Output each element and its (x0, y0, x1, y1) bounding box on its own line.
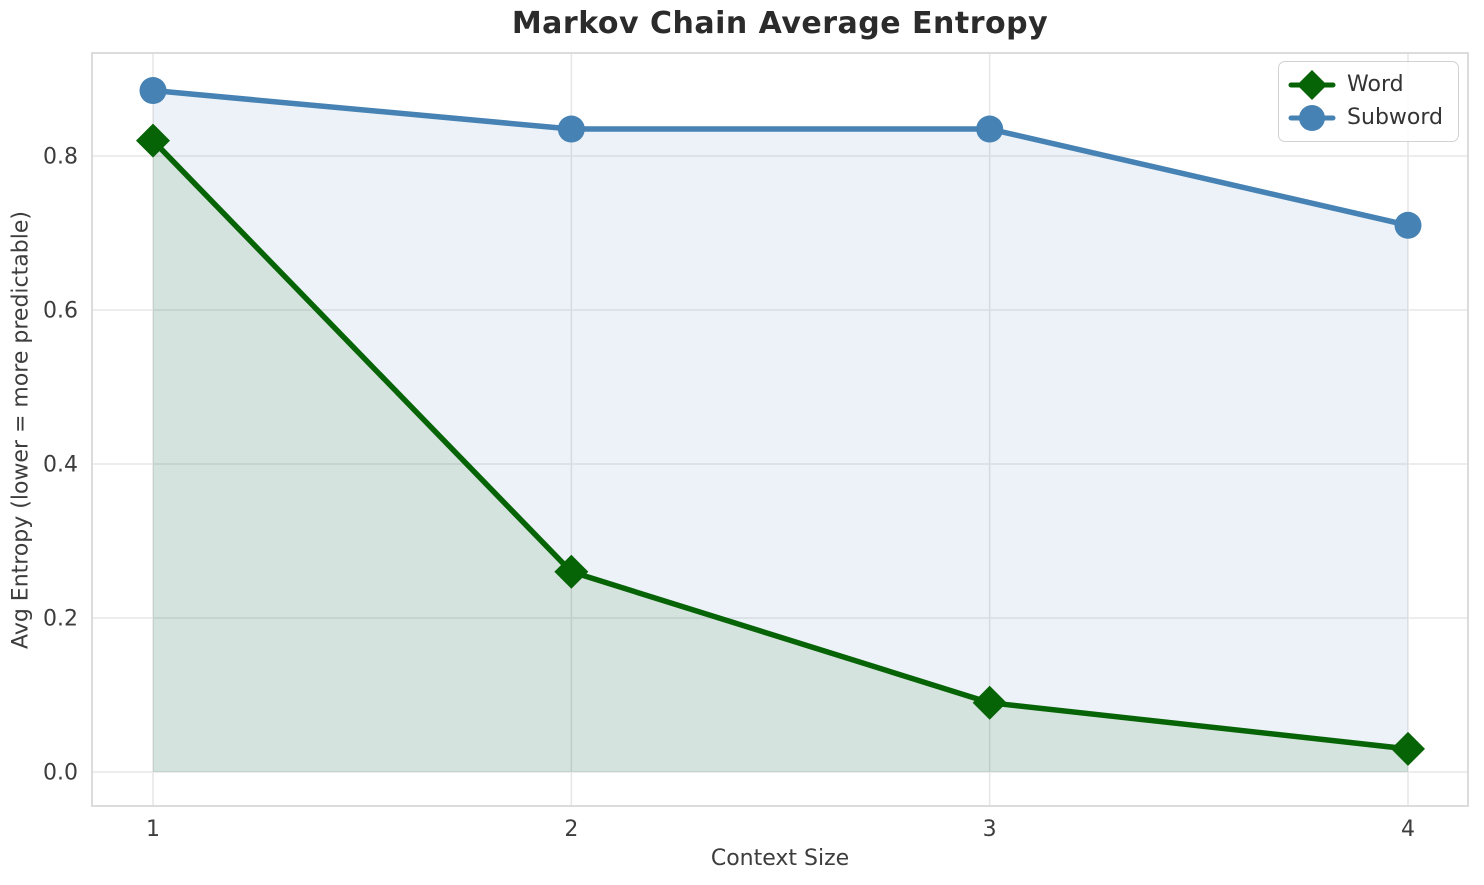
y-tick-label-0.6: 0.6 (43, 299, 78, 324)
legend-item-word: Word (1288, 69, 1443, 101)
subword-point-2 (557, 115, 585, 143)
x-tick-label-1: 1 (146, 817, 160, 842)
plot-border (91, 52, 1469, 807)
word-point-3 (972, 685, 1007, 720)
legend: Word Subword (1278, 61, 1459, 142)
word-point-1 (136, 123, 170, 158)
subword-point-4 (1394, 211, 1422, 239)
x-axis-label: Context Size (710, 846, 850, 871)
legend-label-word: Word (1347, 72, 1404, 97)
word-area-fill (153, 140, 1408, 773)
y-tick-label-0.4: 0.4 (43, 453, 78, 478)
legend-item-subword: Subword (1288, 102, 1443, 134)
word-point-4 (1390, 731, 1425, 766)
subword-line (150, 87, 1411, 229)
subword-area-fill (153, 90, 1408, 773)
y-tick-label-0.2: 0.2 (43, 607, 78, 632)
x-tick-label-2: 2 (564, 817, 578, 842)
x-tick-label-4: 4 (1401, 817, 1415, 842)
x-tick-label-3: 3 (983, 817, 997, 842)
word-point-2 (554, 554, 589, 589)
word-diamond-marker-icon (1288, 70, 1336, 100)
subword-point-1 (139, 77, 167, 105)
word-line (150, 137, 1411, 752)
legend-label-subword: Subword (1347, 105, 1443, 130)
chart-title: Markov Chain Average Entropy (511, 6, 1049, 41)
y-axis-label: Avg Entropy (lower = more predictable) (8, 211, 34, 649)
subword-point-3 (976, 115, 1004, 143)
y-tick-label-0.8: 0.8 (43, 145, 78, 170)
subword-circle-marker-icon (1288, 105, 1336, 131)
y-tick-label-0.0: 0.0 (43, 761, 78, 786)
